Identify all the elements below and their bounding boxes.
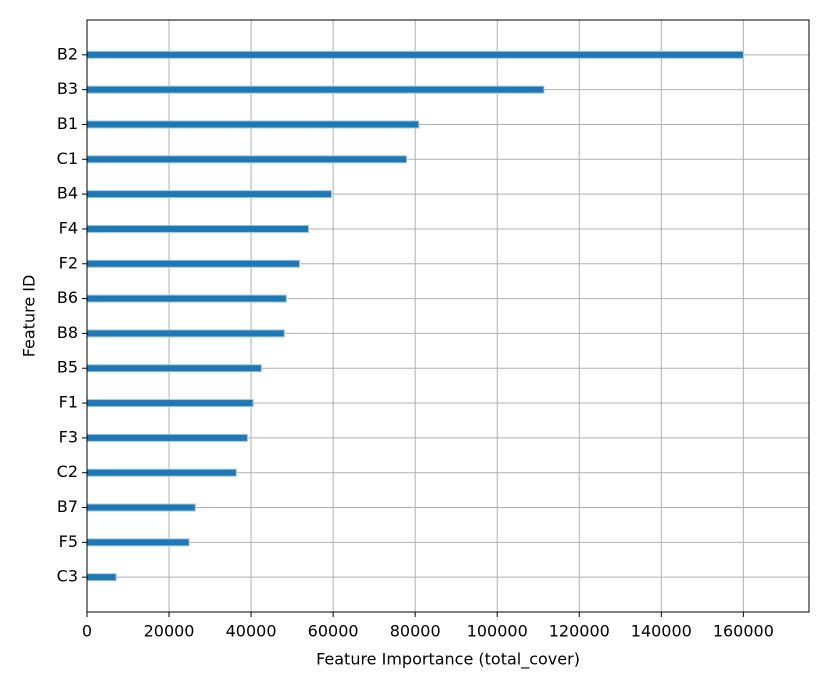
y-tick-label: C2 [57,462,78,481]
y-tick-label: B5 [57,358,78,377]
bar [86,85,545,94]
bar [86,538,190,547]
bar [86,259,300,268]
bar [86,155,408,164]
y-tick-label: B1 [57,114,78,133]
bar [86,468,237,477]
bar [86,329,285,338]
bar [86,120,420,129]
y-tick-label: C1 [57,149,78,168]
x-tick-label: 120000 [549,622,610,641]
bar [86,399,254,408]
bar [86,503,196,512]
y-tick-label: F1 [59,393,78,412]
bar [86,50,744,59]
y-tick-label: B7 [57,497,78,516]
y-tick-label: B3 [57,79,78,98]
y-tick-label: B6 [57,288,78,307]
plot-frame [86,19,810,613]
y-tick-label: F5 [59,532,78,551]
bar [86,224,310,233]
y-tick-label: B2 [57,44,78,63]
y-tick-label: F2 [59,253,78,272]
bar [86,364,262,373]
x-axis-label: Feature Importance (total_cover) [316,650,580,670]
bar [86,433,248,442]
x-tick-label: 40000 [226,622,277,641]
x-tick-label: 20000 [144,622,195,641]
x-tick-label: 0 [82,622,92,641]
y-tick-label: B8 [57,323,78,342]
x-tick-label: 160000 [713,622,774,641]
y-axis-label: Feature ID [20,275,39,358]
x-tick-label: 140000 [631,622,692,641]
y-tick-label: C3 [57,567,78,586]
bar [86,294,287,303]
x-tick-label: 100000 [467,622,528,641]
bar [86,573,117,582]
bar [86,190,332,199]
x-tick-label: 80000 [390,622,441,641]
y-tick-label: F4 [59,218,78,237]
x-tick-label: 60000 [308,622,359,641]
y-tick-label: B4 [57,184,78,203]
y-tick-label: F3 [59,427,78,446]
